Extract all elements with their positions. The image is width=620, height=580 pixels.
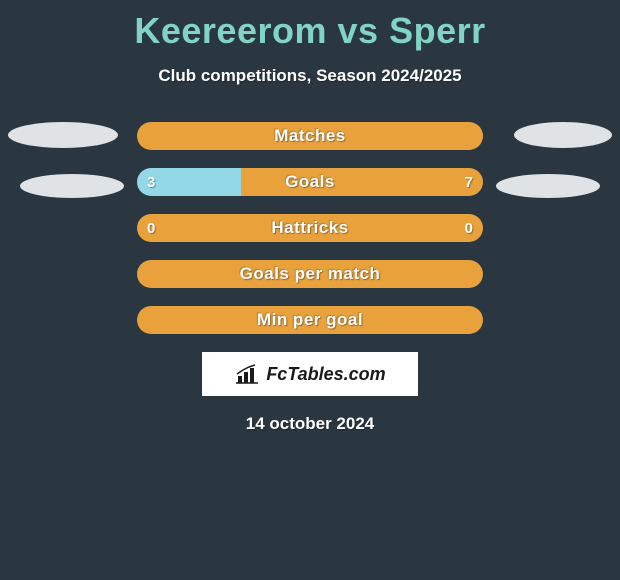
avatar-placeholder-a1 <box>8 122 118 148</box>
player-b-name: Sperr <box>389 10 486 51</box>
vs-text: vs <box>338 10 379 51</box>
bars-container: Matches 37Goals 00Hattricks Goals per match… <box>0 122 620 334</box>
bar-row: Min per goal <box>137 306 483 334</box>
bar-row: Goals per match <box>137 260 483 288</box>
bar-row: Matches <box>137 122 483 150</box>
page-title: Keereerom vs Sperr <box>0 0 620 52</box>
comparison-chart: Matches 37Goals 00Hattricks Goals per match… <box>0 122 620 334</box>
watermark-label: FcTables.com <box>266 364 385 385</box>
subtitle: Club competitions, Season 2024/2025 <box>0 66 620 86</box>
avatar-placeholder-b1 <box>514 122 612 148</box>
watermark-chart-icon <box>234 363 260 385</box>
date-label: 14 october 2024 <box>0 414 620 434</box>
bar-label: Hattricks <box>137 214 483 242</box>
bar-row: 37Goals <box>137 168 483 196</box>
bar-label: Goals per match <box>137 260 483 288</box>
avatar-placeholder-b2 <box>496 174 600 198</box>
avatar-placeholder-a2 <box>20 174 124 198</box>
bar-label: Goals <box>137 168 483 196</box>
bar-label: Min per goal <box>137 306 483 334</box>
player-a-name: Keereerom <box>134 10 327 51</box>
bar-label: Matches <box>137 122 483 150</box>
bar-row: 00Hattricks <box>137 214 483 242</box>
watermark: FcTables.com <box>202 352 418 396</box>
